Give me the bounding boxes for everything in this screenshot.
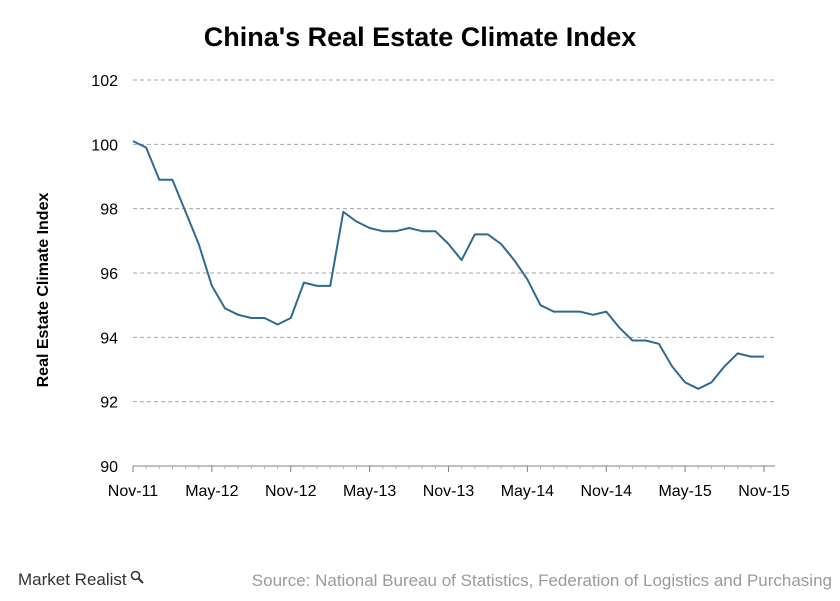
data-point: [724, 365, 726, 367]
y-tick-label: 100: [91, 137, 118, 154]
data-point: [277, 323, 279, 325]
data-point: [737, 352, 739, 354]
data-point: [513, 259, 515, 261]
data-point: [566, 311, 568, 313]
data-point: [355, 221, 357, 223]
y-tick-label: 96: [100, 266, 118, 283]
data-point: [461, 259, 463, 261]
data-point: [645, 340, 647, 342]
data-point: [329, 285, 331, 287]
data-point: [382, 230, 384, 232]
data-point: [132, 140, 134, 142]
data-point: [605, 311, 607, 313]
data-point: [487, 233, 489, 235]
y-tick-label: 98: [100, 202, 118, 219]
x-tick-label: Nov-13: [423, 483, 475, 500]
data-point: [553, 311, 555, 313]
data-point: [618, 327, 620, 329]
data-point: [342, 211, 344, 213]
x-tick-label: May-14: [501, 483, 554, 500]
data-point: [171, 179, 173, 181]
x-tick-label: May-12: [185, 483, 238, 500]
brand-logo: Market Realist: [18, 570, 145, 590]
data-point: [434, 230, 436, 232]
y-tick-label: 92: [100, 395, 118, 412]
y-tick-label: 90: [100, 459, 118, 476]
data-point: [579, 311, 581, 313]
data-point: [211, 285, 213, 287]
data-point: [658, 343, 660, 345]
data-point: [710, 381, 712, 383]
x-tick-label: Nov-15: [738, 483, 790, 500]
data-point: [592, 314, 594, 316]
y-tick-label: 94: [100, 330, 118, 347]
data-point: [185, 211, 187, 213]
data-point: [369, 227, 371, 229]
source-note: Source: National Bureau of Statistics, F…: [251, 571, 832, 590]
y-tick-label: 102: [91, 73, 118, 90]
data-point: [316, 285, 318, 287]
data-point: [540, 304, 542, 306]
x-tick-label: May-13: [343, 483, 396, 500]
x-tick-label: May-15: [658, 483, 711, 500]
brand-name: Market Realist: [18, 570, 127, 589]
chart-title: China's Real Estate Climate Index: [203, 22, 637, 52]
data-point: [303, 282, 305, 284]
data-point: [632, 340, 634, 342]
data-point: [526, 278, 528, 280]
data-point: [408, 227, 410, 229]
data-point: [684, 381, 686, 383]
data-point: [697, 388, 699, 390]
x-tick-label: Nov-14: [580, 483, 632, 500]
data-point: [250, 317, 252, 319]
data-point: [224, 307, 226, 309]
data-point: [158, 179, 160, 181]
magnifier-icon: [131, 570, 145, 584]
series-line: [132, 140, 764, 390]
data-point: [671, 365, 673, 367]
data-point: [395, 230, 397, 232]
x-tick-label: Nov-12: [265, 483, 317, 500]
data-point: [474, 233, 476, 235]
data-point: [500, 243, 502, 245]
data-point: [198, 243, 200, 245]
data-point: [763, 356, 765, 358]
data-point: [448, 243, 450, 245]
data-point: [145, 147, 147, 149]
data-point: [237, 314, 239, 316]
data-point: [263, 317, 265, 319]
x-tick-label: Nov-11: [108, 483, 158, 500]
data-point: [421, 230, 423, 232]
data-point: [750, 356, 752, 358]
data-point: [290, 317, 292, 319]
